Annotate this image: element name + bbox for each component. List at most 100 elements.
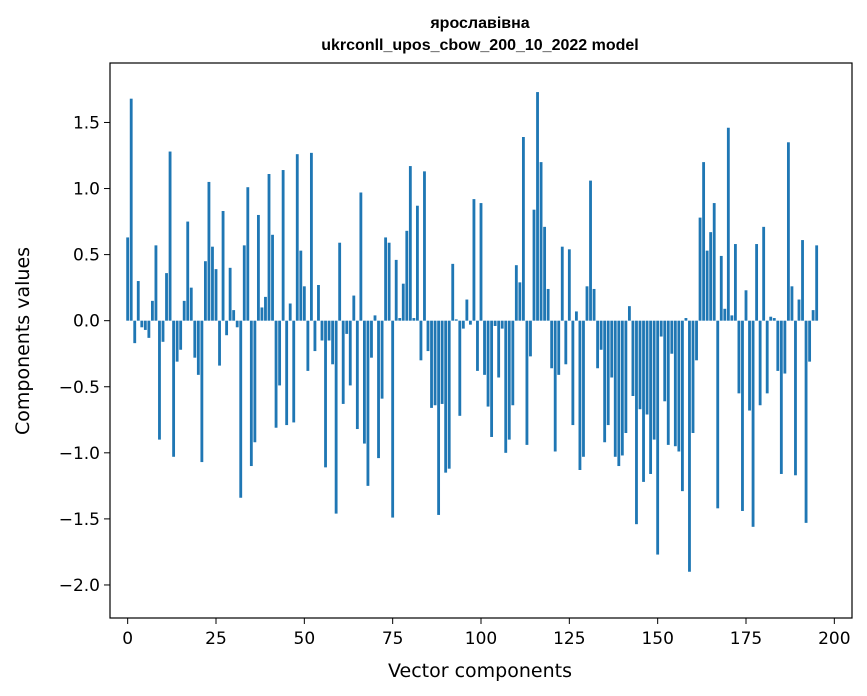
bar <box>405 230 409 321</box>
bar <box>560 246 564 321</box>
bar <box>525 320 529 445</box>
bar <box>147 320 151 338</box>
y-tick-label: −1.5 <box>59 510 100 530</box>
y-tick-label: 1.0 <box>73 180 100 200</box>
bar <box>228 267 232 321</box>
bar <box>175 320 179 362</box>
bar <box>218 320 221 366</box>
bar <box>794 320 797 476</box>
bar <box>680 320 684 492</box>
bar <box>815 245 819 321</box>
bar <box>719 255 723 321</box>
bar <box>472 199 476 321</box>
bar <box>521 137 525 321</box>
bar <box>744 290 748 321</box>
bar <box>610 320 614 378</box>
bar <box>620 320 624 456</box>
x-tick-label: 0 <box>122 629 133 649</box>
bar <box>511 320 515 406</box>
bar <box>564 320 568 365</box>
bar <box>196 320 200 375</box>
bar <box>765 320 769 394</box>
bar <box>702 162 706 321</box>
y-tick-label: 1.5 <box>73 113 100 133</box>
bar <box>306 320 310 371</box>
bar <box>758 320 762 406</box>
bar <box>444 320 448 473</box>
bar <box>281 170 285 321</box>
bar <box>786 142 790 321</box>
bar <box>606 320 610 426</box>
bar <box>582 320 585 457</box>
bar <box>401 283 405 321</box>
bar <box>394 259 398 321</box>
bar <box>193 320 197 358</box>
bar <box>362 320 366 444</box>
bar <box>373 315 377 321</box>
bar <box>769 316 773 321</box>
bar <box>691 320 695 433</box>
bar-series <box>126 92 819 572</box>
bar <box>221 211 225 321</box>
bar <box>211 246 214 321</box>
bar <box>249 320 253 467</box>
bar <box>486 320 490 407</box>
bar <box>242 245 246 321</box>
bar <box>179 320 183 350</box>
bar <box>430 320 433 408</box>
bar <box>182 300 186 321</box>
bar <box>638 320 642 410</box>
bar <box>507 320 511 440</box>
bar <box>355 320 359 430</box>
bar <box>514 265 518 321</box>
bar <box>546 288 550 321</box>
bar <box>338 242 342 321</box>
bar <box>419 320 423 361</box>
bar <box>412 318 416 321</box>
x-tick-label: 100 <box>465 629 497 649</box>
bar <box>186 221 190 321</box>
bar <box>737 320 741 394</box>
bar <box>504 320 508 453</box>
bar <box>627 306 631 321</box>
bar <box>500 320 504 329</box>
bar <box>260 307 264 321</box>
bar <box>779 320 783 474</box>
bar <box>673 320 677 447</box>
bar <box>426 320 430 352</box>
bar <box>624 320 628 433</box>
bar <box>617 320 621 467</box>
bar <box>320 320 324 341</box>
bar <box>235 320 239 328</box>
bar <box>468 320 472 325</box>
bar <box>557 320 561 375</box>
bar <box>539 162 543 321</box>
bar <box>327 320 331 341</box>
bar <box>659 320 663 337</box>
bar <box>285 320 289 426</box>
bar <box>165 273 168 321</box>
x-axis-ticks: 0 25 50 75 100 125 150 175 200 <box>122 618 851 649</box>
bar <box>801 240 804 321</box>
x-tick-label: 200 <box>818 629 850 649</box>
bar <box>168 151 172 321</box>
bar <box>811 310 815 321</box>
bar <box>433 320 437 406</box>
bar <box>649 320 653 474</box>
bar <box>158 320 161 440</box>
bar <box>663 320 667 402</box>
bar <box>200 320 204 463</box>
bar <box>497 320 501 378</box>
bar <box>423 171 426 321</box>
bar <box>479 203 483 321</box>
bar <box>797 299 801 321</box>
bar <box>458 320 462 416</box>
bar <box>748 320 751 411</box>
bar <box>490 320 494 437</box>
bar <box>574 311 578 321</box>
bar <box>203 261 207 321</box>
bar <box>698 217 702 321</box>
bar <box>408 166 412 321</box>
bar <box>292 320 296 423</box>
